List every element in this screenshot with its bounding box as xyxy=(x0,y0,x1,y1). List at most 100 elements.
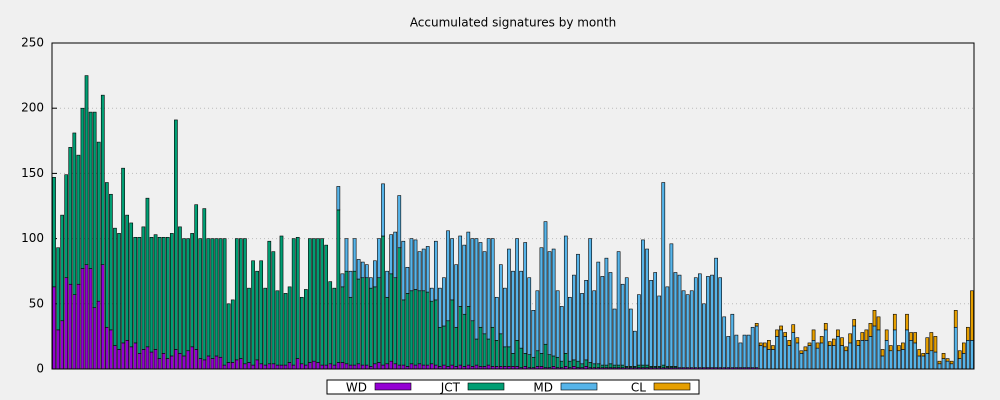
bar-segment xyxy=(535,350,540,367)
bar-segment xyxy=(157,358,162,370)
bar-segment xyxy=(884,329,889,341)
bar-segment xyxy=(308,238,312,363)
bar-segment xyxy=(799,353,804,370)
bar-segment xyxy=(263,364,268,370)
bar-segment xyxy=(174,119,178,350)
bar-segment xyxy=(596,363,601,368)
bar-segment xyxy=(117,349,121,370)
bar-segment xyxy=(600,276,605,366)
bar-segment xyxy=(222,238,227,366)
bar-segment xyxy=(218,238,223,358)
bar-segment xyxy=(819,342,824,370)
bar-segment xyxy=(149,236,154,353)
bar-segment xyxy=(547,354,552,368)
bar-segment xyxy=(458,306,463,366)
bar-segment xyxy=(352,238,357,272)
bar-segment xyxy=(446,320,450,367)
bar-segment xyxy=(714,257,718,368)
bar-segment xyxy=(421,364,426,370)
bar-segment xyxy=(405,266,410,294)
bar-segment xyxy=(661,182,666,366)
bar-segment xyxy=(856,340,861,346)
bar-segment xyxy=(665,286,670,367)
bar-segment xyxy=(373,286,377,365)
bar-segment xyxy=(527,277,532,355)
bar-segment xyxy=(754,323,759,327)
bar-segment xyxy=(503,346,507,367)
bar-segment xyxy=(641,364,645,368)
bar-segment xyxy=(381,235,385,366)
bar-segment xyxy=(169,233,174,357)
bar-segment xyxy=(905,329,909,370)
bar-segment xyxy=(555,290,560,358)
bar-segment xyxy=(385,296,389,365)
bar-segment xyxy=(531,310,536,358)
bar-segment xyxy=(962,353,966,370)
bar-segment xyxy=(848,333,852,344)
bar-segment xyxy=(202,208,207,361)
bar-segment xyxy=(446,230,450,322)
bar-segment xyxy=(957,358,962,370)
bar-segment xyxy=(344,363,349,370)
bar-segment xyxy=(100,264,105,370)
bar-segment xyxy=(295,236,300,359)
bar-segment xyxy=(832,338,836,346)
bar-segment xyxy=(953,326,958,370)
bar-segment xyxy=(275,364,280,370)
bar-segment xyxy=(884,340,889,370)
bar-segment xyxy=(56,329,60,370)
bar-segment xyxy=(438,326,442,367)
bar-segment xyxy=(795,337,800,344)
bar-segment xyxy=(515,238,519,341)
bar-segment xyxy=(470,238,475,322)
bar-segment xyxy=(933,351,938,370)
bar-segment xyxy=(344,270,349,365)
bar-segment xyxy=(186,238,190,352)
bar-segment xyxy=(397,364,402,370)
bar-segment xyxy=(178,353,182,370)
bar-segment xyxy=(385,363,389,370)
bar-segment xyxy=(779,325,783,331)
bar-segment xyxy=(340,362,345,370)
bar-segment xyxy=(917,355,922,370)
bar-segment xyxy=(137,236,142,354)
bar-segment xyxy=(637,294,641,366)
bar-segment xyxy=(892,329,897,370)
bar-segment xyxy=(633,330,637,367)
bar-segment xyxy=(945,360,950,370)
bar-segment xyxy=(84,75,89,265)
bar-segment xyxy=(182,355,186,370)
bar-segment xyxy=(109,329,113,370)
bar-segment xyxy=(637,364,641,368)
bar-segment xyxy=(657,295,662,367)
bar-segment xyxy=(645,364,649,368)
bar-segment xyxy=(429,300,434,365)
bar-segment xyxy=(592,290,597,365)
bar-segment xyxy=(624,277,629,367)
plot-frame xyxy=(51,42,975,370)
bar-segment xyxy=(72,294,77,370)
bar-segment xyxy=(738,342,743,368)
bar-segment xyxy=(498,333,503,367)
legend-label: CL xyxy=(631,381,646,395)
bar-segment xyxy=(226,303,231,363)
bar-segment xyxy=(616,251,621,366)
bar-segment xyxy=(572,274,576,361)
bar-segment xyxy=(413,364,418,370)
bar-segment xyxy=(551,355,556,367)
bar-segment xyxy=(230,362,235,370)
bar-segment xyxy=(389,273,393,362)
bar-segment xyxy=(348,296,353,366)
bar-segment xyxy=(206,355,211,370)
bar-segment xyxy=(482,333,487,367)
bar-segment xyxy=(519,270,523,349)
bar-segment xyxy=(791,332,796,370)
bar-segment xyxy=(304,289,308,366)
bar-segment xyxy=(872,310,877,327)
bar-segment xyxy=(596,261,601,365)
bar-segment xyxy=(194,204,199,350)
bar-segment xyxy=(454,264,458,328)
bar-segment xyxy=(823,323,828,331)
bar-segment xyxy=(852,319,857,327)
bar-segment xyxy=(876,329,881,370)
